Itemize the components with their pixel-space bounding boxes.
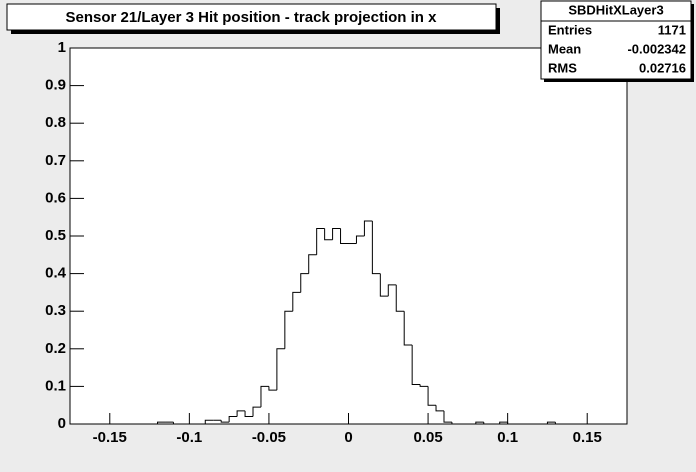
histogram-bin bbox=[284, 310, 293, 349]
y-tick-label: 0.7 bbox=[45, 152, 66, 169]
histogram-bin bbox=[204, 419, 214, 424]
histogram-bin bbox=[554, 422, 564, 425]
y-tick-label: 0.3 bbox=[45, 302, 66, 319]
title-box bbox=[6, 3, 497, 31]
histogram-bin bbox=[499, 421, 508, 424]
histogram-bin bbox=[220, 420, 230, 423]
stats-title: SBDHitXLayer3 bbox=[568, 2, 663, 17]
x-tick-label: 0.1 bbox=[497, 429, 518, 446]
y-tick-label: 0.9 bbox=[45, 77, 66, 94]
histogram-bin bbox=[475, 421, 484, 424]
histogram-bin bbox=[395, 284, 405, 312]
histogram-bin bbox=[316, 227, 325, 255]
histogram-bin bbox=[300, 273, 309, 293]
histogram-bin bbox=[236, 410, 246, 417]
y-tick-label: 0.4 bbox=[45, 265, 67, 282]
stats-value: 0.02716 bbox=[639, 60, 686, 75]
y-tick-label: 0 bbox=[58, 415, 66, 432]
y-tick-label: 0.5 bbox=[45, 227, 66, 244]
histogram-bin bbox=[363, 220, 373, 236]
x-tick-label: 0 bbox=[344, 429, 352, 446]
histogram-bin bbox=[340, 228, 349, 245]
histogram-bin bbox=[324, 228, 333, 241]
y-tick-label: 0.6 bbox=[45, 189, 66, 206]
stats-label: Mean bbox=[548, 41, 581, 56]
histogram-bin bbox=[507, 422, 516, 425]
stats-value: -0.002342 bbox=[627, 41, 686, 56]
histogram-bin bbox=[157, 421, 166, 424]
stats-label: RMS bbox=[548, 60, 577, 75]
histogram-bin bbox=[387, 284, 397, 297]
histogram-bin bbox=[292, 291, 301, 312]
histogram-bin bbox=[451, 422, 460, 425]
histogram-bin bbox=[308, 254, 317, 274]
histogram-bin bbox=[403, 311, 413, 346]
histogram-bin bbox=[419, 384, 429, 387]
y-tick-label: 1 bbox=[58, 39, 66, 56]
histogram-bin bbox=[379, 273, 389, 297]
histogram-bin bbox=[483, 422, 492, 425]
chart-title: Sensor 21/Layer 3 Hit position - track p… bbox=[66, 9, 438, 26]
histogram-bin bbox=[546, 421, 556, 424]
x-tick-label: -0.05 bbox=[252, 429, 286, 446]
x-tick-label: -0.15 bbox=[93, 429, 127, 446]
stats-label: Entries bbox=[548, 22, 592, 37]
histogram-bin bbox=[427, 386, 437, 406]
histogram-bin bbox=[355, 235, 365, 244]
frame bbox=[69, 47, 628, 425]
x-tick-label: 0.15 bbox=[573, 429, 602, 446]
histogram-bin bbox=[332, 227, 341, 240]
histogram-bin bbox=[268, 386, 277, 391]
stats-value: 1171 bbox=[658, 22, 686, 37]
y-tick-label: 0.1 bbox=[45, 377, 66, 394]
histogram-bin bbox=[443, 410, 452, 423]
stats-box bbox=[540, 0, 692, 80]
histogram-bin bbox=[276, 348, 285, 391]
x-tick-label: -0.1 bbox=[176, 429, 202, 446]
histogram-bin bbox=[228, 415, 238, 423]
x-tick-label: 0.05 bbox=[413, 429, 442, 446]
histogram-bin bbox=[371, 220, 381, 275]
y-tick-label: 0.2 bbox=[45, 340, 66, 357]
histogram-bin bbox=[435, 405, 444, 412]
histogram-bin bbox=[244, 410, 254, 417]
histogram-bin bbox=[252, 406, 261, 417]
histogram-bin bbox=[411, 345, 421, 386]
histogram-bin bbox=[172, 422, 182, 425]
y-tick-label: 0.8 bbox=[45, 114, 66, 131]
histogram-bin bbox=[260, 385, 269, 408]
